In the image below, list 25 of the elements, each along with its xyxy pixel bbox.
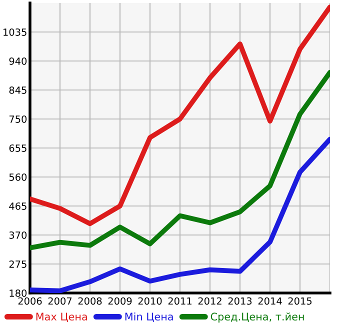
x-tick-label: 2011 — [168, 297, 192, 305]
y-tick-label: 180 — [10, 289, 27, 297]
y-tick-label: 845 — [9, 86, 26, 94]
y-tick-label: 750 — [9, 115, 27, 123]
x-tick-label: 2009 — [108, 297, 132, 305]
y-tick-label: 655 — [9, 144, 26, 152]
y-tick-label: 560 — [9, 173, 27, 181]
x-tick-label: 2010 — [138, 297, 162, 305]
x-tick-label: 2013 — [228, 297, 252, 305]
y-tick-label: 465 — [9, 202, 26, 210]
x-tick-label: 2012 — [198, 297, 222, 305]
y-tick-label: 1035 — [4, 28, 26, 36]
x-tick-label: 2006 — [18, 297, 42, 305]
legend-label: Min Цена — [125, 312, 173, 322]
line-series — [30, 70, 330, 250]
x-tick-label: 2007 — [48, 297, 72, 305]
x-tick-label: 2014 — [258, 297, 282, 305]
legend-label: Сред.Цена, т.йен — [210, 312, 304, 323]
legend-label: Max Цена — [36, 312, 87, 322]
line-series — [30, 4, 330, 226]
y-tick-label: 275 — [9, 260, 26, 268]
x-tick-label: 2015 — [288, 297, 312, 305]
y-tick-label: 370 — [9, 231, 27, 239]
y-tick-label: 940 — [9, 57, 27, 65]
x-tick-label: 2008 — [78, 297, 102, 305]
